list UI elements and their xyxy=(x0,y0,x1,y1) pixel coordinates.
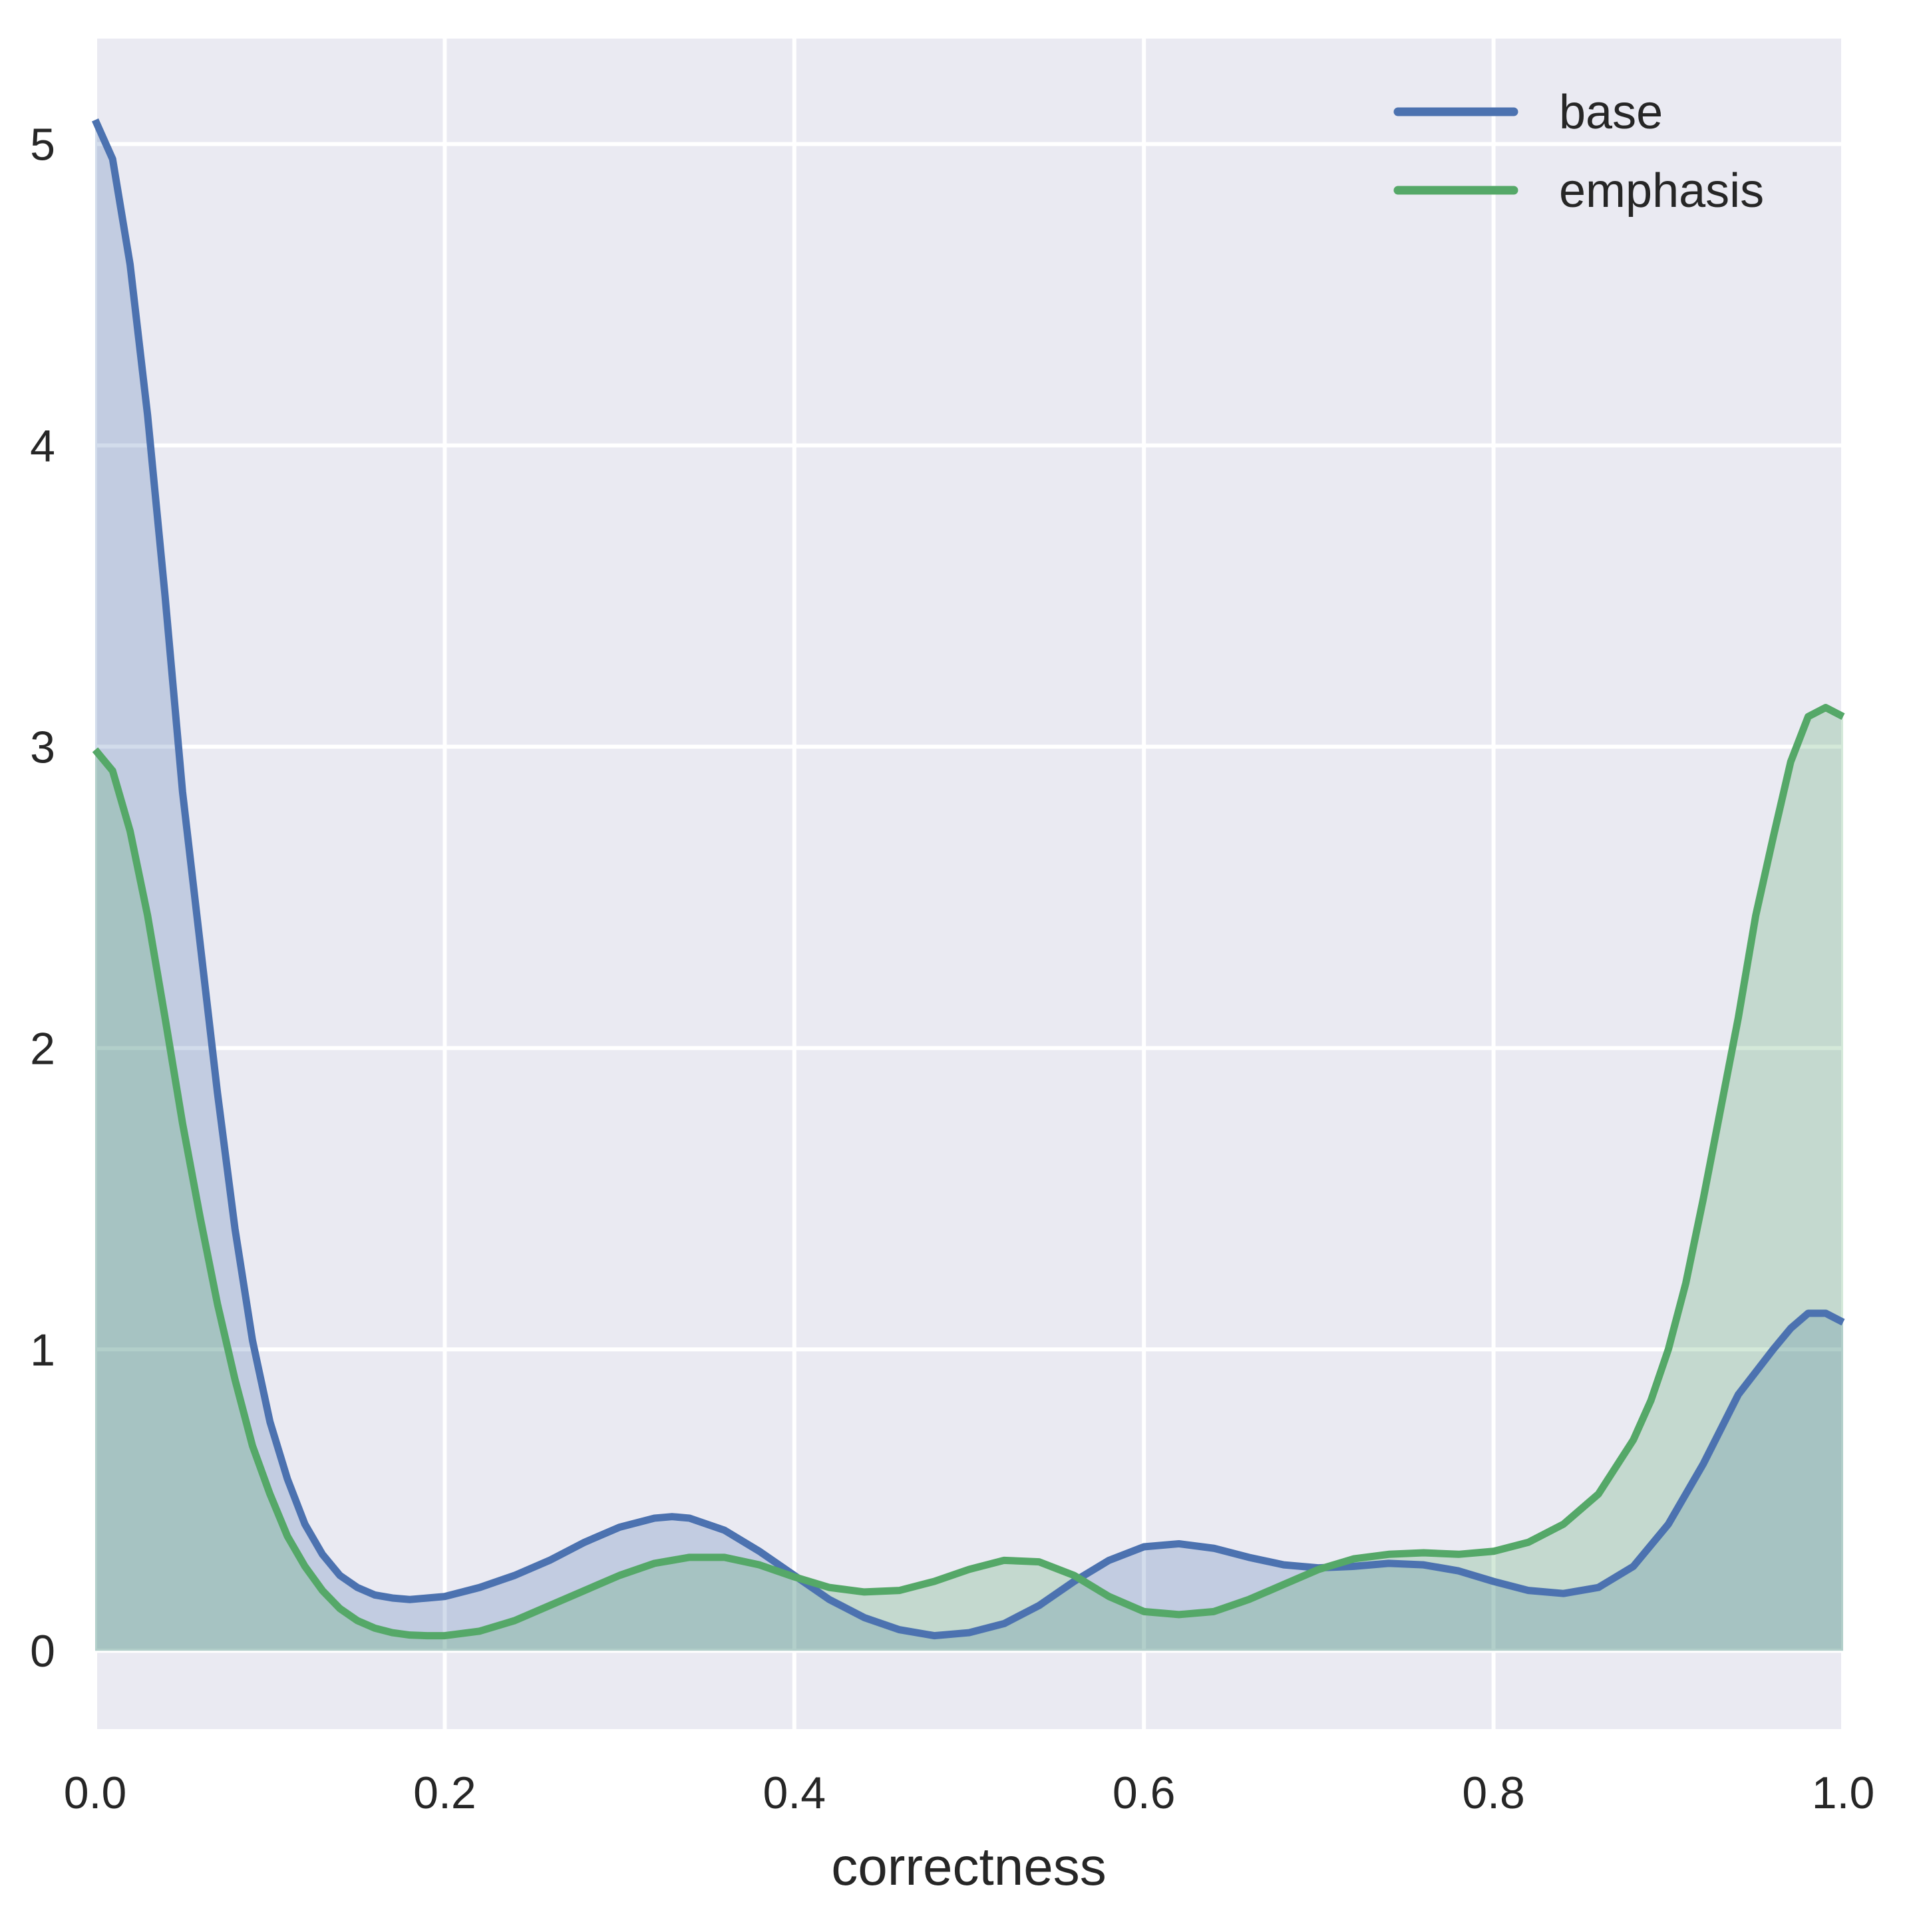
y-tick-label: 1 xyxy=(30,1325,55,1375)
x-tick-label: 0.8 xyxy=(1462,1768,1525,1818)
y-tick-label: 3 xyxy=(30,722,55,772)
legend-label-base: base xyxy=(1559,86,1663,139)
x-tick-labels: 0.0 0.2 0.4 0.6 0.8 1.0 xyxy=(64,1768,1875,1818)
line-emphasis xyxy=(92,704,1845,1640)
x-tick-label: 1.0 xyxy=(1812,1768,1875,1818)
x-tick-label: 0.6 xyxy=(1113,1768,1176,1818)
legend-label-emphasis: emphasis xyxy=(1559,164,1764,218)
grid-lines xyxy=(93,39,1845,1729)
x-tick-label: 0.0 xyxy=(64,1768,127,1818)
y-tick-label: 2 xyxy=(30,1023,55,1074)
density-lines xyxy=(91,118,1845,1640)
y-tick-label: 0 xyxy=(30,1626,55,1677)
x-tick-label: 0.2 xyxy=(413,1768,476,1818)
line-base xyxy=(91,118,1845,1640)
y-tick-labels: 0 1 2 3 4 5 xyxy=(30,120,55,1677)
y-tick-label: 4 xyxy=(30,420,55,471)
legend: base emphasis xyxy=(1393,86,1764,218)
y-tick-label: 5 xyxy=(30,120,55,170)
x-axis-label: correctness xyxy=(831,1837,1106,1896)
x-tick-label: 0.4 xyxy=(763,1768,826,1818)
area-emphasis xyxy=(95,707,1843,1651)
plot-background xyxy=(95,39,1843,1729)
